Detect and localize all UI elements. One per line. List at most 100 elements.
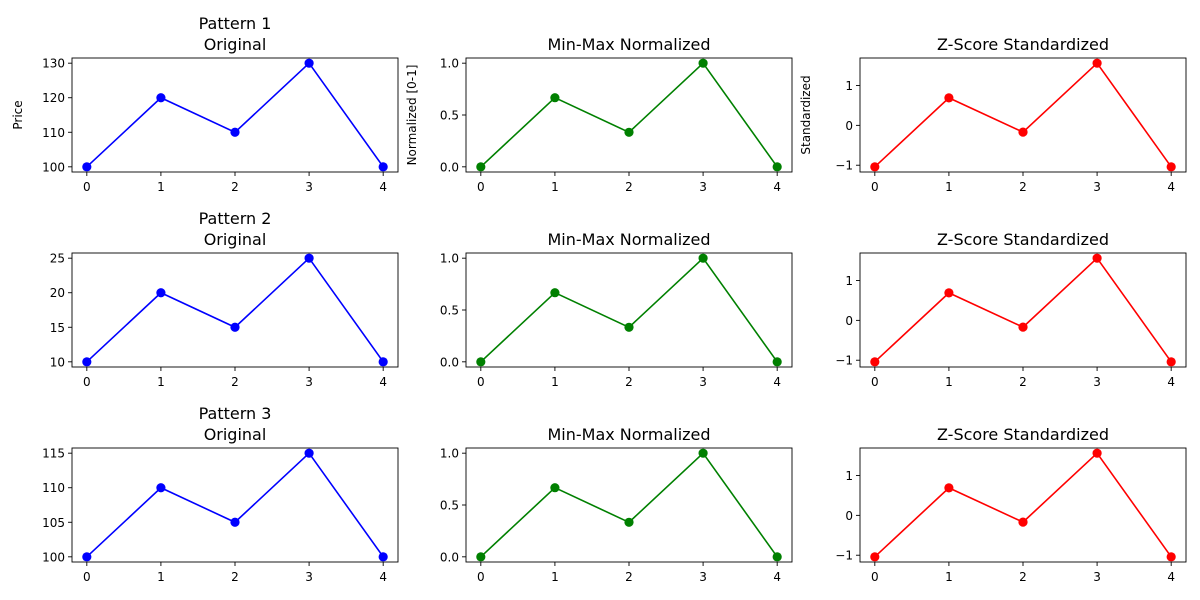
x-tick-label: 1 [945,180,953,194]
axes-frame [465,57,793,173]
data-point [476,552,486,562]
subplot-title: Pattern 1 Original [199,14,272,54]
data-point [772,357,782,367]
x-tick-label: 4 [379,180,387,194]
x-tick-label: 3 [699,375,707,389]
data-point [944,288,954,298]
series-line [874,256,1172,363]
data-point [1092,253,1102,263]
y-tick-label: 0 [845,509,853,523]
x-tick-label: 2 [625,570,633,584]
data-point [304,448,314,458]
axes-frame [465,252,793,368]
y-tick-label: 0.0 [440,550,459,564]
data-point [156,93,166,103]
data-point [378,552,388,562]
data-point [230,127,240,137]
data-point [944,93,954,103]
series-line [480,61,778,168]
x-tick-label: 3 [1093,180,1101,194]
subplot-8: 0 1 2 3 4 0.0 0.5 1.0 Min-Max Normalized [440,425,793,584]
x-tick-label: 4 [379,375,387,389]
y-axis-label: Price [11,100,25,129]
axes-frame [465,447,793,563]
subplot-title: Z-Score Standardized [937,425,1109,444]
x-tick-label: 0 [871,375,879,389]
data-point [624,127,634,137]
y-tick-label: −1 [835,549,853,563]
y-tick-label: 15 [50,321,65,335]
data-point [1018,517,1028,527]
subplot-title: Min-Max Normalized [547,35,710,54]
data-point [698,448,708,458]
subplot-title: Min-Max Normalized [547,230,710,249]
x-tick-label: 4 [379,570,387,584]
data-point [1018,127,1028,137]
subplot-title: Z-Score Standardized [937,230,1109,249]
y-tick-label: 0 [845,314,853,328]
x-tick-label: 3 [305,570,313,584]
x-tick-label: 0 [871,180,879,194]
series-line [86,61,384,168]
data-point [82,162,92,172]
y-tick-label: 1 [845,79,853,93]
data-point [772,162,782,172]
x-tick-label: 1 [157,570,165,584]
x-tick-label: 2 [1019,180,1027,194]
series-line [874,451,1172,558]
x-tick-label: 0 [83,180,91,194]
x-tick-label: 2 [625,375,633,389]
data-point [304,253,314,263]
y-tick-label: 1.0 [440,447,459,461]
subplot-5: 0 1 2 3 4 0.0 0.5 1.0 Min-Max Normalized [440,230,793,389]
x-tick-label: 4 [1167,570,1175,584]
axes-frame [859,447,1187,563]
series-line [480,256,778,363]
data-point [698,58,708,68]
y-tick-label: 1 [845,469,853,483]
data-point [156,483,166,493]
x-tick-label: 1 [157,375,165,389]
subplot-1: 0 1 2 3 4 100 110 120 130 Pattern 1 Original Price [11,14,399,194]
x-tick-label: 1 [551,375,559,389]
y-tick-label: 0.5 [440,109,459,123]
data-point [476,357,486,367]
y-tick-label: −1 [835,159,853,173]
data-point [624,517,634,527]
x-tick-label: 3 [1093,375,1101,389]
series-line [480,451,778,558]
data-point [870,357,880,367]
x-tick-label: 4 [773,375,781,389]
y-tick-label: 0.0 [440,355,459,369]
y-tick-label: 0.5 [440,499,459,513]
x-tick-label: 1 [945,570,953,584]
data-point [550,483,560,493]
x-tick-label: 1 [157,180,165,194]
data-point [230,322,240,332]
x-tick-label: 3 [1093,570,1101,584]
x-tick-label: 1 [551,180,559,194]
x-tick-label: 4 [773,570,781,584]
x-tick-label: 2 [231,570,239,584]
x-tick-label: 4 [1167,375,1175,389]
data-point [230,517,240,527]
subplot-4: 0 1 2 3 4 10 15 20 25 Pattern 2 Original [50,209,399,389]
data-point [870,552,880,562]
y-tick-label: 25 [50,252,65,266]
x-tick-label: 2 [231,180,239,194]
x-tick-label: 3 [305,375,313,389]
x-tick-label: 1 [945,375,953,389]
data-point [698,253,708,263]
data-point [476,162,486,172]
data-point [624,322,634,332]
data-point [82,552,92,562]
data-point [1166,357,1176,367]
subplot-3: 0 1 2 3 4 −1 0 1 Z-Score Standardized Standardize… [799,35,1187,194]
x-tick-label: 3 [699,570,707,584]
y-tick-label: 130 [42,57,65,71]
x-tick-label: 0 [871,570,879,584]
data-point [156,288,166,298]
y-tick-label: 1 [845,274,853,288]
data-point [304,58,314,68]
